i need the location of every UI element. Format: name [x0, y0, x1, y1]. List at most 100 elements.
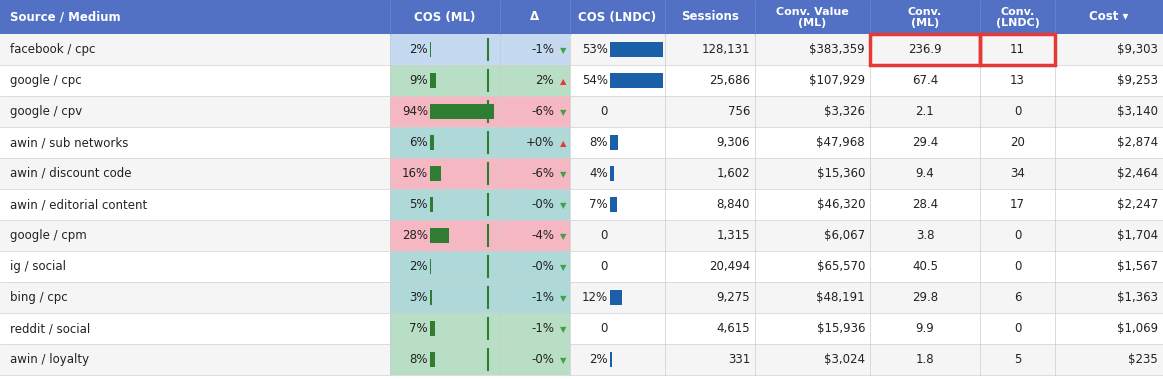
- Text: 67.4: 67.4: [912, 74, 939, 87]
- Text: 5%: 5%: [409, 198, 428, 211]
- Text: $3,326: $3,326: [825, 105, 865, 118]
- Text: 9%: 9%: [409, 74, 428, 87]
- Text: $15,936: $15,936: [816, 322, 865, 335]
- Bar: [390, 344, 500, 375]
- Bar: [0, 282, 1163, 313]
- Bar: [430, 290, 431, 305]
- Text: 1,315: 1,315: [716, 229, 750, 242]
- Bar: [430, 352, 435, 367]
- Text: 0: 0: [600, 229, 608, 242]
- Bar: [430, 42, 431, 57]
- Text: $3,140: $3,140: [1116, 105, 1158, 118]
- Text: COS (LNDC): COS (LNDC): [578, 11, 657, 24]
- Bar: [0, 251, 1163, 282]
- Text: reddit / social: reddit / social: [10, 322, 91, 335]
- Text: 28%: 28%: [402, 229, 428, 242]
- Text: ▼: ▼: [559, 263, 566, 272]
- Bar: [430, 135, 434, 150]
- Text: -6%: -6%: [531, 167, 554, 180]
- Text: $15,360: $15,360: [816, 167, 865, 180]
- Text: 40.5: 40.5: [912, 260, 939, 273]
- Text: 2%: 2%: [409, 43, 428, 56]
- Bar: [500, 34, 570, 65]
- Text: 17: 17: [1009, 198, 1025, 211]
- Bar: [0, 34, 1163, 65]
- Bar: [611, 352, 612, 367]
- Text: 8,840: 8,840: [716, 198, 750, 211]
- Text: -0%: -0%: [531, 260, 554, 273]
- Text: COS (ML): COS (ML): [414, 11, 476, 24]
- Text: 3%: 3%: [409, 291, 428, 304]
- Text: 6: 6: [1014, 291, 1021, 304]
- Text: 2%: 2%: [535, 74, 554, 87]
- Text: 6%: 6%: [409, 136, 428, 149]
- Text: Cost ▾: Cost ▾: [1090, 11, 1128, 24]
- Text: ▼: ▼: [559, 108, 566, 117]
- Text: Δ: Δ: [530, 11, 540, 24]
- Text: google / cpc: google / cpc: [10, 74, 81, 87]
- Text: 9,275: 9,275: [716, 291, 750, 304]
- Text: 5: 5: [1014, 353, 1021, 366]
- Text: 756: 756: [728, 105, 750, 118]
- Bar: [0, 65, 1163, 96]
- Text: 16%: 16%: [402, 167, 428, 180]
- Text: $65,570: $65,570: [816, 260, 865, 273]
- Bar: [611, 42, 663, 57]
- Text: 1.8: 1.8: [915, 353, 934, 366]
- Bar: [430, 197, 434, 212]
- Text: 20,494: 20,494: [709, 260, 750, 273]
- Text: $1,567: $1,567: [1116, 260, 1158, 273]
- Text: 331: 331: [728, 353, 750, 366]
- Text: ▲: ▲: [559, 77, 566, 86]
- Text: 20: 20: [1009, 136, 1025, 149]
- Bar: [500, 282, 570, 313]
- Bar: [0, 313, 1163, 344]
- Bar: [390, 189, 500, 220]
- Bar: [611, 73, 663, 88]
- Text: 236.9: 236.9: [908, 43, 942, 56]
- Text: awin / editorial content: awin / editorial content: [10, 198, 148, 211]
- Text: 34: 34: [1009, 167, 1025, 180]
- Bar: [500, 313, 570, 344]
- Bar: [0, 344, 1163, 375]
- Text: 13: 13: [1009, 74, 1025, 87]
- Bar: [430, 259, 431, 274]
- Text: 128,131: 128,131: [701, 43, 750, 56]
- Text: 1,602: 1,602: [716, 167, 750, 180]
- Text: $2,874: $2,874: [1116, 136, 1158, 149]
- Text: (ML): (ML): [911, 18, 940, 28]
- Text: 12%: 12%: [582, 291, 608, 304]
- Text: $47,968: $47,968: [816, 136, 865, 149]
- Text: Sessions: Sessions: [682, 11, 739, 24]
- Text: ig / social: ig / social: [10, 260, 66, 273]
- Text: 7%: 7%: [590, 198, 608, 211]
- Text: awin / sub networks: awin / sub networks: [10, 136, 128, 149]
- Text: 25,686: 25,686: [709, 74, 750, 87]
- Text: 94%: 94%: [402, 105, 428, 118]
- Text: $9,303: $9,303: [1118, 43, 1158, 56]
- Bar: [0, 127, 1163, 158]
- Text: 3.8: 3.8: [915, 229, 934, 242]
- Text: 7%: 7%: [409, 322, 428, 335]
- Text: -0%: -0%: [531, 198, 554, 211]
- Bar: [390, 251, 500, 282]
- Text: google / cpm: google / cpm: [10, 229, 87, 242]
- Text: 0: 0: [1014, 105, 1021, 118]
- Bar: [430, 104, 494, 119]
- Text: 0: 0: [1014, 322, 1021, 335]
- Text: $2,464: $2,464: [1116, 167, 1158, 180]
- Bar: [500, 220, 570, 251]
- Bar: [390, 158, 500, 189]
- Text: $107,929: $107,929: [809, 74, 865, 87]
- Bar: [500, 189, 570, 220]
- Text: -1%: -1%: [531, 43, 554, 56]
- Text: 8%: 8%: [590, 136, 608, 149]
- Text: ▼: ▼: [559, 46, 566, 55]
- Text: $46,320: $46,320: [816, 198, 865, 211]
- Text: 9.9: 9.9: [915, 322, 934, 335]
- Bar: [390, 282, 500, 313]
- Bar: [430, 166, 441, 181]
- Text: google / cpv: google / cpv: [10, 105, 83, 118]
- Bar: [500, 65, 570, 96]
- Bar: [500, 158, 570, 189]
